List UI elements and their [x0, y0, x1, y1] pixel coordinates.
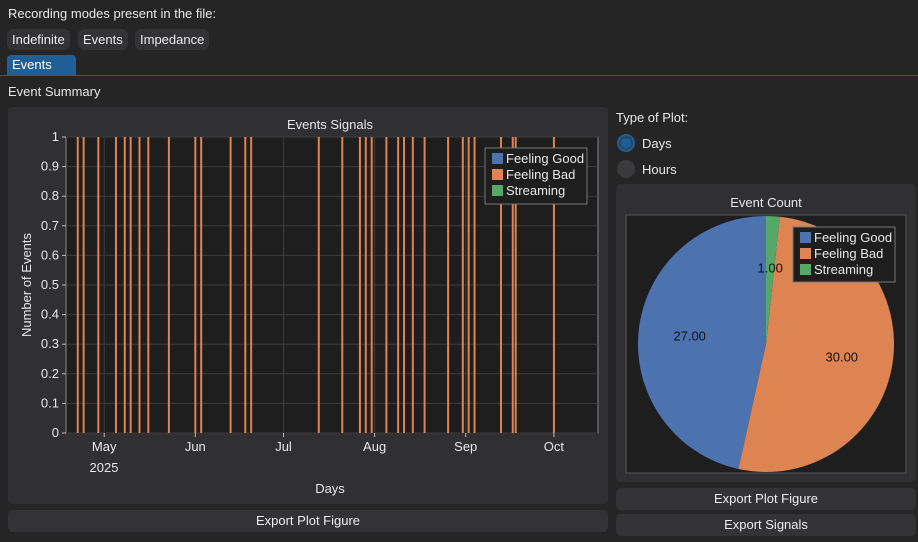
radio-hours-label[interactable]: Hours — [642, 162, 677, 177]
radio-days[interactable] — [617, 134, 635, 152]
event-bar — [250, 137, 253, 433]
pie-slice-label: 1.00 — [758, 260, 783, 275]
pie-slice — [766, 216, 780, 344]
events-signals-panel: Events Signals 0 0.1 0.2 0.3 0.4 0.5 0.6 0.7 0.8… — [8, 107, 608, 504]
pie-slice-label: 27.00 — [673, 329, 706, 344]
x-tick-label: Jun — [185, 439, 206, 454]
event-bar — [370, 137, 373, 433]
event-bar — [167, 137, 170, 433]
y-tick-label: 1 — [52, 129, 59, 144]
event-bar — [423, 137, 426, 433]
event-bar — [358, 137, 361, 433]
mode-pill-impedance: Impedance — [135, 29, 210, 50]
event-bar — [341, 137, 344, 433]
event-bar — [461, 137, 464, 433]
event-bar — [138, 137, 141, 433]
event-bar — [97, 137, 100, 433]
x-tick-label: Sep — [454, 439, 477, 454]
mode-pill-events: Events — [78, 29, 128, 50]
x-tick-label: Aug — [363, 439, 386, 454]
pie-slice — [637, 216, 766, 470]
legend-swatch-feeling-bad — [492, 169, 503, 180]
radio-days-label[interactable]: Days — [642, 136, 672, 151]
mode-pill-indefinite: Indefinite — [7, 29, 70, 50]
x-tick-label: May — [92, 439, 117, 454]
plot-type-label: Type of Plot: — [616, 110, 689, 125]
pie-legend: Feeling Good Feeling Bad Streaming — [792, 226, 896, 283]
event-bar — [397, 137, 400, 433]
x-tick-label: Jul — [275, 439, 292, 454]
event-bar — [364, 137, 367, 433]
x-tick-label: Oct — [544, 439, 565, 454]
y-tick-label: 0.6 — [41, 247, 59, 262]
legend-label-feeling-bad: Feeling Bad — [506, 167, 575, 182]
x-axis-label: Days — [315, 481, 345, 496]
x-year-label: 2025 — [90, 460, 119, 475]
event-count-panel: Event Count 27.00 30.00 1.00 Feeling Good … — [616, 184, 916, 482]
event-bar — [552, 137, 555, 433]
event-bar — [200, 137, 203, 433]
event-bar — [76, 137, 79, 433]
pie-slice-label: 30.00 — [826, 349, 859, 364]
event-bar — [447, 137, 450, 433]
radio-days-dot — [621, 138, 631, 148]
legend-swatch-streaming — [492, 185, 503, 196]
y-tick-label: 0.5 — [41, 277, 59, 292]
event-bar — [511, 137, 514, 433]
section-title: Event Summary — [8, 84, 101, 99]
pie-legend-swatch-feeling-good — [800, 232, 811, 243]
event-bar — [467, 137, 470, 433]
pie-legend-swatch-streaming — [800, 264, 811, 275]
y-tick-label: 0.8 — [41, 188, 59, 203]
event-bar — [317, 137, 320, 433]
event-bar — [123, 137, 126, 433]
event-bar — [229, 137, 232, 433]
events-signals-chart: Events Signals 0 0.1 0.2 0.3 0.4 0.5 0.6 0.7 0.8… — [19, 117, 599, 496]
legend-swatch-feeling-good — [492, 153, 503, 164]
pie-legend-label-feeling-bad: Feeling Bad — [814, 246, 883, 261]
y-tick-label: 0.2 — [41, 366, 59, 381]
event-bar — [403, 137, 406, 433]
event-bar — [500, 137, 503, 433]
event-bar — [385, 137, 388, 433]
event-bar — [114, 137, 117, 433]
y-tick-label: 0.7 — [41, 218, 59, 233]
event-bar — [244, 137, 247, 433]
legend-label-streaming: Streaming — [506, 183, 565, 198]
y-tick-label: 0.3 — [41, 336, 59, 351]
pie-title: Event Count — [730, 195, 802, 210]
tab-events[interactable]: Events — [7, 55, 76, 75]
chart-title: Events Signals — [287, 117, 373, 132]
export-signals-button[interactable]: Export Signals — [616, 514, 916, 536]
event-bar — [514, 137, 517, 433]
y-axis-label: Number of Events — [19, 232, 34, 337]
tab-underline — [0, 75, 918, 76]
event-bar — [411, 137, 414, 433]
legend-label-feeling-good: Feeling Good — [506, 151, 584, 166]
pie-legend-label-streaming: Streaming — [814, 262, 873, 277]
event-bar — [147, 137, 150, 433]
y-tick-label: 0 — [52, 425, 59, 440]
right-export-plot-button[interactable]: Export Plot Figure — [616, 488, 916, 510]
event-bar — [473, 137, 476, 433]
pie-legend-label-feeling-good: Feeling Good — [814, 230, 892, 245]
y-tick-label: 0.1 — [41, 395, 59, 410]
event-count-chart: Event Count 27.00 30.00 1.00 Feeling Good … — [625, 195, 907, 474]
bar-legend: Feeling Good Feeling Bad Streaming — [484, 147, 588, 205]
recording-modes-label: Recording modes present in the file: — [8, 6, 217, 21]
event-bar — [194, 137, 197, 433]
y-tick-label: 0.4 — [41, 307, 59, 322]
event-bar — [82, 137, 85, 433]
left-export-plot-button[interactable]: Export Plot Figure — [8, 510, 608, 532]
radio-hours[interactable] — [617, 160, 635, 178]
event-bar — [129, 137, 132, 433]
y-tick-label: 0.9 — [41, 159, 59, 174]
pie-legend-swatch-feeling-bad — [800, 248, 811, 259]
